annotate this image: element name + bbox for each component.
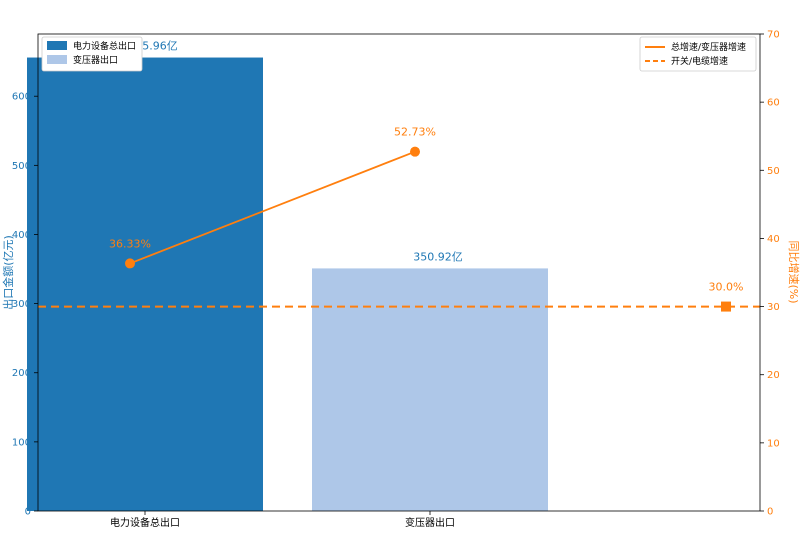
- growth-line-layer: 36.33% 52.73%: [109, 126, 436, 269]
- left-tick-label: 600: [12, 92, 31, 103]
- legend-label-1: 电力设备总出口: [73, 40, 136, 52]
- bar-2: [312, 268, 548, 511]
- left-tick-label: 500: [12, 161, 31, 172]
- x-tick-label: 电力设备总出口: [110, 516, 180, 529]
- growth-point-2: [410, 146, 420, 157]
- reference-label: 30.0%: [709, 281, 744, 294]
- left-axis-title: 出口金额(亿元): [1, 235, 15, 310]
- right-tick-label: 10: [767, 438, 780, 449]
- right-axis-title: 同比增速(%): [787, 240, 800, 303]
- legend-swatch-1: [47, 41, 67, 50]
- plot-frame: [37, 33, 761, 512]
- legend-label-2: 变压器出口: [73, 54, 118, 66]
- left-tick-label: 300: [12, 299, 31, 310]
- left-tick-label: 400: [12, 230, 31, 241]
- axes-layer: 0 100 200 300 400 500 600 0 10 20 30 40 50 60 70 电力设备总出…: [1, 30, 800, 530]
- growth-label-1: 36.33%: [109, 237, 151, 250]
- plot-border: [37, 33, 761, 512]
- right-tick-label: 30: [767, 302, 780, 313]
- growth-label-2: 52.73%: [394, 126, 436, 139]
- bar-label-2: 350.92亿: [413, 250, 463, 263]
- right-tick-label: 50: [767, 166, 780, 177]
- legend-line-label: 总增速/变压器增速: [671, 41, 746, 53]
- legend-swatch-2: [47, 55, 67, 64]
- right-tick-label: 70: [767, 30, 780, 41]
- right-tick-label: 60: [767, 98, 780, 109]
- right-tick-label: 20: [767, 370, 780, 381]
- growth-line: [129, 150, 416, 265]
- reference-line-layer: 30.0%: [38, 281, 760, 312]
- left-tick-label: 100: [12, 437, 31, 448]
- left-tick-label: 200: [12, 368, 31, 379]
- right-tick-label: 0: [767, 507, 773, 518]
- growth-point-1: [125, 258, 135, 269]
- x-tick-label: 变压器出口: [405, 516, 455, 529]
- right-tick-label: 40: [767, 234, 780, 245]
- left-tick-label: 0: [25, 507, 31, 518]
- reference-marker: [721, 301, 731, 312]
- bar-1: [27, 57, 263, 511]
- legend-ref-label: 开关/电缆增速: [671, 55, 728, 67]
- legend-right-box: [639, 36, 757, 72]
